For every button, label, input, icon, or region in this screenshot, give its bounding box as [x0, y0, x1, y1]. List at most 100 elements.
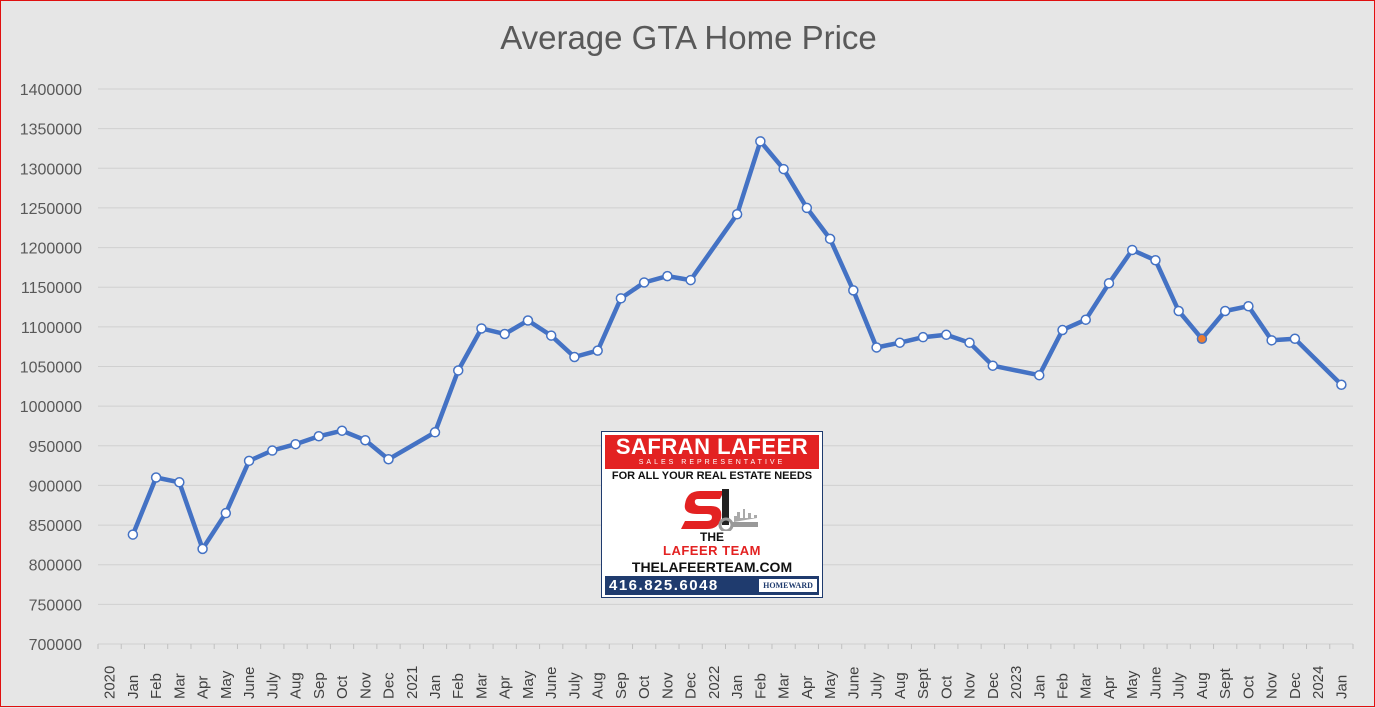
data-point [360, 434, 371, 446]
data-point [755, 136, 766, 147]
x-tick-label: Mar [171, 673, 188, 699]
data-point [917, 331, 929, 343]
y-tick-label: 850000 [29, 518, 82, 535]
data-point [1266, 335, 1277, 346]
data-point [174, 477, 185, 488]
data-point [499, 328, 510, 340]
data-point [778, 163, 789, 175]
x-tick-label: Jan [1333, 675, 1350, 699]
price-points [127, 136, 1347, 555]
y-tick-label: 1200000 [20, 241, 82, 258]
x-tick-label: Nov [357, 672, 374, 699]
data-point [243, 455, 255, 467]
realtor-logo-card: SAFRAN LAFEER SALES REPRESENTATIVE FOR A… [601, 431, 823, 598]
x-tick-label: June [845, 666, 862, 699]
data-point [1219, 305, 1231, 317]
x-tick-label: July [264, 672, 281, 699]
logo-agent-name: SAFRAN LAFEER [615, 434, 809, 459]
y-tick-label: 750000 [29, 597, 82, 614]
logo-the: THE [700, 530, 724, 544]
x-tick-label: June [543, 666, 560, 699]
data-point [1034, 369, 1045, 381]
y-tick-label: 1300000 [20, 161, 82, 178]
logo-phone: 416.825.6048 [609, 577, 719, 594]
data-point [685, 274, 696, 286]
x-tick-label: July [869, 672, 886, 699]
data-point [1173, 305, 1184, 317]
x-tick-label: Jan [729, 675, 746, 699]
x-tick-label: July [1171, 672, 1188, 699]
logo-team-name: LAFEER TEAM [663, 543, 761, 558]
data-point [1289, 333, 1301, 344]
y-tick-label: 900000 [29, 478, 82, 495]
x-tick-label: June [1147, 666, 1164, 699]
x-tick-label: May [218, 670, 235, 699]
x-tick-label: 2024 [1310, 666, 1327, 699]
y-tick-label: 1250000 [20, 201, 82, 218]
x-tick-label: Jan [1031, 675, 1048, 699]
x-tick-label: Apr [195, 676, 212, 699]
data-point [894, 337, 906, 348]
data-point [313, 431, 325, 442]
logo-website: THELAFEERTEAM.COM [631, 559, 793, 575]
y-tick-label: 1150000 [21, 280, 82, 297]
x-tick-label: Sept [915, 667, 932, 699]
x-tick-label: Dec [985, 672, 1002, 699]
x-tick-label: Dec [683, 672, 700, 699]
brokerage-logo: HOMEWARD [759, 579, 817, 592]
x-tick-label: Oct [334, 675, 351, 699]
x-tick-label: June [241, 666, 258, 699]
data-point [150, 472, 162, 483]
data-point [987, 360, 999, 371]
x-tick-label: Dec [381, 672, 398, 699]
chart-title: Average GTA Home Price [500, 19, 877, 56]
x-tick-label: Jan [427, 675, 444, 699]
y-tick-label: 1050000 [20, 360, 82, 377]
x-tick-label: Dec [1287, 672, 1304, 699]
data-point [545, 330, 557, 341]
x-axis-ticks: 2020 Jan Feb Mar Apr May June July Aug Sep Oct Nov D… [97, 644, 1354, 699]
data-point [429, 427, 441, 438]
data-point [1126, 244, 1138, 256]
data-point [801, 202, 813, 214]
x-tick-label: May [822, 670, 839, 699]
data-point [731, 209, 743, 220]
data-point [267, 445, 278, 456]
x-tick-label: Apr [497, 676, 514, 699]
data-point [592, 345, 603, 356]
key-skyline-icon [681, 489, 758, 531]
x-tick-label: 2020 [102, 666, 119, 699]
x-tick-label: May [520, 670, 537, 699]
data-point [662, 270, 673, 282]
data-point [220, 507, 232, 519]
data-point [615, 293, 627, 304]
logo-agent-role: SALES REPRESENTATIVE [638, 459, 786, 466]
data-point [824, 233, 836, 245]
y-tick-label: 1000000 [20, 399, 82, 416]
x-tick-label: Oct [938, 675, 955, 699]
x-tick-label: Mar [473, 673, 490, 699]
x-tick-label: Nov [962, 672, 979, 699]
x-tick-label: Feb [450, 673, 467, 699]
data-point [964, 337, 975, 348]
x-tick-label: Mar [1078, 673, 1095, 699]
gridlines [98, 88, 1353, 645]
data-point [569, 351, 580, 363]
data-point [1080, 314, 1091, 325]
x-tick-label: Aug [1194, 672, 1211, 699]
data-point [1103, 278, 1115, 289]
x-tick-label: Nov [659, 672, 676, 699]
x-tick-label: Apr [799, 676, 816, 699]
x-tick-label: Apr [1101, 676, 1118, 699]
x-tick-label: Sep [613, 672, 630, 699]
data-point [127, 529, 139, 540]
data-point [1150, 255, 1161, 266]
data-point [336, 425, 348, 436]
x-tick-label: Feb [752, 673, 769, 699]
data-point [452, 365, 464, 376]
data-point [522, 315, 534, 326]
x-tick-label: Jan [125, 675, 142, 699]
data-point [290, 438, 301, 450]
